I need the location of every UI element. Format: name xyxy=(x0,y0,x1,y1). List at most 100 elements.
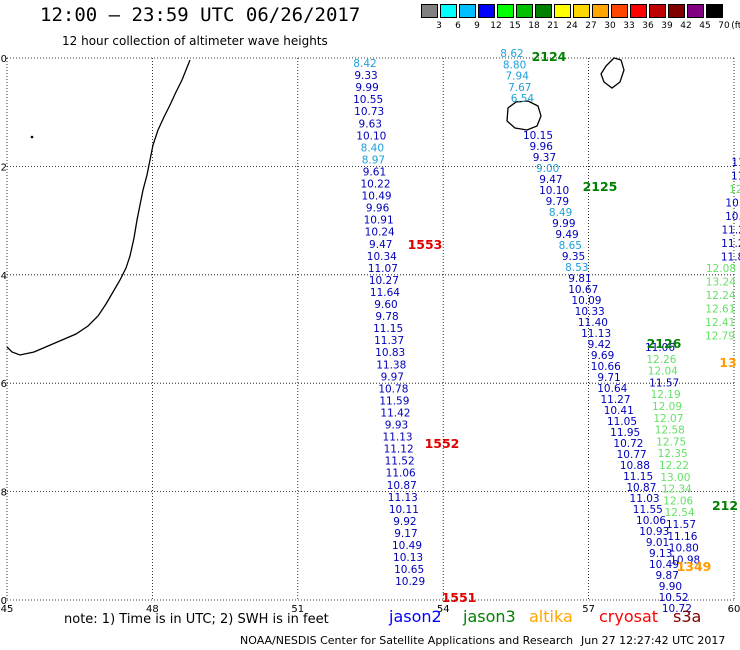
latitude-tick-label: -26 xyxy=(0,379,7,390)
wave-height-value: 12.09 xyxy=(652,401,682,413)
wave-height-value: 9.96 xyxy=(530,141,554,153)
color-scale-swatch xyxy=(440,4,457,18)
wave-height-value: 10.52 xyxy=(659,592,689,604)
legend-item-jason2: jason2 xyxy=(389,607,442,626)
longitude-tick-label: 48 xyxy=(146,604,159,615)
color-scale-label: 12 xyxy=(490,21,502,31)
wave-height-value: 11 xyxy=(731,171,740,183)
longitude-tick-label: 51 xyxy=(291,604,304,615)
color-scale-label: 18 xyxy=(528,21,540,31)
latitude-tick-label: -22 xyxy=(0,162,7,173)
color-scale-label: 24 xyxy=(566,21,578,31)
color-scale-unit: (ft) xyxy=(731,21,740,31)
longitude-tick-label: 60 xyxy=(728,604,740,615)
wave-height-value: 12. xyxy=(729,184,740,196)
wave-height-value: 8.49 xyxy=(549,207,572,219)
wave-height-value: 7.94 xyxy=(506,71,530,83)
legend-item-jason3: jason3 xyxy=(463,607,516,626)
color-scale-label: 33 xyxy=(623,21,635,31)
color-scale-label: 9 xyxy=(474,21,480,31)
wave-height-value: 12.19 xyxy=(651,389,681,401)
color-scale-swatch xyxy=(630,4,647,18)
wave-height-value: 8.80 xyxy=(503,59,526,71)
wave-height-value: 12.54 xyxy=(665,507,695,519)
wave-height-value: 6.54 xyxy=(511,93,535,105)
color-scale-swatch xyxy=(535,4,552,18)
wave-height-value: 9.71 xyxy=(597,372,620,384)
wave-height-value: 13.00 xyxy=(660,472,690,484)
legend-item-altika: altika xyxy=(529,607,573,626)
wave-height-value: 11.12 xyxy=(384,444,414,456)
wave-height-value: 8.97 xyxy=(362,154,385,166)
wave-height-value: 9.49 xyxy=(555,229,578,241)
wave-height-value: 12.04 xyxy=(648,366,678,378)
wave-height-value: 9.00 xyxy=(536,163,559,175)
color-scale-label: 30 xyxy=(604,21,616,31)
wave-height-value: 10.67 xyxy=(568,284,598,296)
wave-height-value: 9.92 xyxy=(393,516,416,528)
wave-height-value: 10.10 xyxy=(539,185,569,197)
wave-height-value: 9.37 xyxy=(533,152,556,164)
wave-height-value: 9.63 xyxy=(359,118,382,130)
color-scale-swatch xyxy=(573,4,590,18)
wave-height-value: 11.57 xyxy=(649,377,679,389)
wave-height-value: 9.79 xyxy=(546,196,569,208)
latitude-tick-label: -20 xyxy=(0,54,7,65)
wave-height-value: 11.59 xyxy=(379,395,409,407)
small-island-dot xyxy=(30,135,34,139)
color-scale-swatch xyxy=(516,4,533,18)
pass-number-label: 2124 xyxy=(532,49,567,64)
color-scale-label: 70 xyxy=(718,21,730,31)
wave-height-value: 10.29 xyxy=(395,576,425,588)
wave-height-value: 9.47 xyxy=(539,174,562,186)
wave-height-value: 9.47 xyxy=(369,239,392,251)
color-scale-swatch xyxy=(668,4,685,18)
wave-height-value: 12.41 xyxy=(705,317,735,329)
wave-height-value: 9.93 xyxy=(385,420,408,432)
footer-note: note: 1) Time is in UTC; 2) SWH is in fe… xyxy=(64,612,329,627)
wave-height-value: 11.05 xyxy=(607,416,637,428)
wave-height-value: 11.40 xyxy=(578,317,608,329)
wave-height-value: 9.81 xyxy=(568,273,591,285)
wave-height-value: 10.34 xyxy=(367,251,397,263)
wave-height-value: 11.38 xyxy=(376,359,406,371)
wave-height-value: 12.58 xyxy=(655,425,685,437)
latitude-tick-label: -30 xyxy=(0,596,7,607)
pass-number-label: 1553 xyxy=(408,237,443,252)
footer-timestamp: Jun 27 12:27:42 UTC 2017 xyxy=(581,634,726,647)
wave-height-value: 10.06 xyxy=(636,515,666,527)
color-scale-swatch xyxy=(554,4,571,18)
wave-height-value: 11.42 xyxy=(380,407,410,419)
latitude-ticks: -20 -22 -24 -26 -28 -30 xyxy=(0,54,7,607)
map-subtitle: 12 hour collection of altimeter wave hei… xyxy=(62,34,328,48)
color-scale-label: 6 xyxy=(455,21,461,31)
wave-height-value: 9.87 xyxy=(656,570,679,582)
legend-item-s3a: s3a xyxy=(673,607,702,626)
wave-height-value: 9.78 xyxy=(375,311,398,323)
wave-height-value: 9.96 xyxy=(366,203,390,215)
wave-height-value: 10.83 xyxy=(375,347,405,359)
wave-height-value: 12.26 xyxy=(646,354,676,366)
wave-height-value: 11.15 xyxy=(623,471,653,483)
wave-height-value: 11.64 xyxy=(370,287,400,299)
wave-height-value: 9.42 xyxy=(588,339,611,351)
wave-height-value: 11.06 xyxy=(645,342,675,354)
island-reunion xyxy=(506,100,542,131)
wave-height-value: 11.07 xyxy=(368,263,398,275)
wave-height-value: 9.33 xyxy=(354,70,377,82)
color-scale-label: 42 xyxy=(680,21,692,31)
color-scale-label: 27 xyxy=(585,21,597,31)
island-mauritius xyxy=(600,57,625,89)
footer-agency: NOAA/NESDIS Center for Satellite Applica… xyxy=(240,634,574,647)
longitude-tick-label: 45 xyxy=(1,604,14,615)
wave-height-value: 9.99 xyxy=(552,218,575,230)
wave-height-value: 12.06 xyxy=(663,495,693,507)
wave-height-value: 10.49 xyxy=(392,540,422,552)
color-scale-label: 15 xyxy=(509,21,521,31)
wave-height-value: 10.73 xyxy=(354,106,384,118)
color-scale-swatch xyxy=(421,4,438,18)
wave-height-value: 11.55 xyxy=(633,504,663,516)
wave-height-value: 12.08 xyxy=(706,263,736,275)
wave-height-value: 7.67 xyxy=(508,82,531,94)
